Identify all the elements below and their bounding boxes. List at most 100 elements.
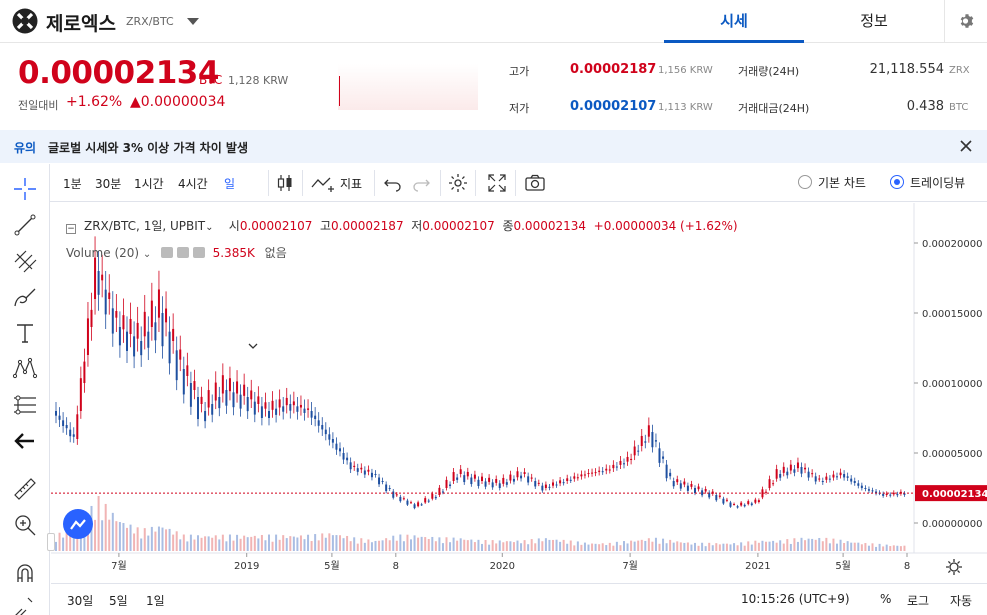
volume-bar (441, 543, 444, 551)
settings-button[interactable] (944, 0, 987, 43)
candle-body (850, 478, 853, 482)
candle-body (317, 420, 320, 426)
basic-chart-radio[interactable] (798, 175, 812, 189)
volume-remove-icon[interactable] (192, 247, 205, 258)
basic-chart-label[interactable]: 기본 차트 (818, 176, 866, 190)
range-5d[interactable]: 5일 (109, 594, 128, 608)
volume-bar (285, 538, 288, 551)
candle-body (658, 448, 661, 463)
volume-bar (445, 537, 448, 551)
volume-bar (580, 544, 583, 551)
volume-bar (360, 538, 363, 551)
lock-drawings-icon[interactable] (12, 592, 38, 615)
pattern-icon[interactable] (12, 356, 38, 382)
volume-bar (86, 520, 89, 551)
tradingview-label[interactable]: 트레이딩뷰 (910, 176, 966, 190)
percent-toggle[interactable]: % (880, 592, 892, 606)
candles-icon[interactable] (274, 172, 296, 194)
candle-body (427, 500, 430, 502)
volume-bar (200, 537, 203, 551)
range-30d[interactable]: 30일 (67, 594, 94, 608)
volume-bar (811, 538, 814, 551)
timeframe-30m[interactable]: 30분 (95, 177, 122, 191)
volume-title[interactable]: Volume (20) (66, 246, 140, 260)
volume-bar (115, 521, 118, 551)
back-arrow-icon[interactable] (12, 428, 38, 454)
crosshair-icon[interactable] (12, 176, 38, 202)
pitchfork-icon[interactable] (12, 248, 38, 274)
timeframe-dropdown-icon[interactable] (248, 342, 258, 350)
undo-icon[interactable] (382, 172, 404, 194)
timeframe-4h[interactable]: 4시간 (178, 177, 208, 191)
candle-body (665, 464, 668, 479)
change-label: 전일대비 (18, 99, 59, 112)
candle-body (346, 457, 349, 461)
y-tick-label: 0.00020000 (922, 239, 982, 250)
timeframe-1h[interactable]: 1시간 (134, 177, 164, 191)
volume-bar (757, 542, 760, 551)
candle-body (388, 488, 391, 489)
volume-bar (725, 543, 728, 551)
volume-bar (686, 542, 689, 551)
volume-bar (140, 538, 143, 551)
tab-info[interactable]: 정보 (860, 12, 888, 30)
brush-icon[interactable] (12, 284, 38, 310)
trend-line-icon[interactable] (12, 212, 38, 238)
volume-bar (793, 538, 796, 551)
indicators-label[interactable]: 지표 (340, 177, 363, 191)
candle-body (651, 432, 654, 448)
log-toggle[interactable]: 로그 (907, 594, 930, 608)
price-chart[interactable]: 0.00020000 0.00015000 0.00010000 0.00005000… (51, 203, 987, 583)
legend-collapse-icon[interactable]: − (66, 224, 76, 234)
chart-settings-gear-icon[interactable] (447, 172, 469, 194)
timeframe-1d[interactable]: 일 (224, 177, 236, 191)
camera-icon[interactable] (524, 172, 546, 194)
volume-bar (473, 542, 476, 551)
volume-bar (438, 537, 441, 551)
fullscreen-icon[interactable] (486, 172, 508, 194)
candle-body (555, 484, 558, 486)
axis-settings-gear-icon[interactable] (946, 559, 962, 575)
volume-bar (108, 519, 111, 551)
volume-bar (456, 540, 459, 551)
close-icon[interactable] (958, 138, 974, 154)
range-1d[interactable]: 1일 (146, 594, 165, 608)
volume-bar (271, 541, 274, 551)
prediction-icon[interactable] (12, 392, 38, 418)
redo-icon[interactable] (410, 172, 432, 194)
tab-market-price[interactable]: 시세 (664, 0, 804, 43)
volume-bar (154, 531, 157, 551)
volume-bar (512, 542, 515, 551)
candle-body (502, 477, 505, 484)
volume-bar (225, 541, 228, 551)
candle-body (562, 482, 565, 484)
panel-toggle-handle[interactable] (47, 533, 55, 551)
candle-body (644, 441, 647, 443)
volume-bar (189, 534, 192, 551)
volume-bar (328, 533, 331, 551)
candle-body (122, 315, 125, 330)
timeframe-1m[interactable]: 1분 (63, 177, 82, 191)
legend-open: 0.00002107 (239, 219, 313, 233)
volume-bar (335, 535, 338, 551)
volume-bar (193, 539, 196, 551)
tradingview-radio[interactable] (890, 175, 904, 189)
text-tool-icon[interactable] (12, 320, 38, 346)
indicators-icon[interactable] (310, 172, 336, 194)
volume-settings-icon[interactable] (176, 247, 189, 258)
candle-body (424, 498, 427, 503)
candle-body (583, 474, 586, 476)
legend-symbol[interactable]: ZRX/BTC, 1일, UPBIT (84, 219, 206, 233)
auto-toggle[interactable]: 자동 (950, 594, 973, 608)
volume-bar (374, 540, 377, 551)
volume-bar (292, 536, 295, 551)
candle-body (236, 381, 239, 394)
zoom-in-icon[interactable] (12, 512, 38, 538)
tradingview-logo[interactable] (63, 509, 93, 539)
ruler-icon[interactable] (12, 476, 38, 502)
coin-select-caret-icon[interactable] (187, 18, 199, 25)
volume-bar (768, 541, 771, 551)
volume-bar (573, 545, 576, 551)
magnet-icon[interactable] (12, 560, 38, 586)
volume-eye-icon[interactable] (161, 247, 174, 258)
